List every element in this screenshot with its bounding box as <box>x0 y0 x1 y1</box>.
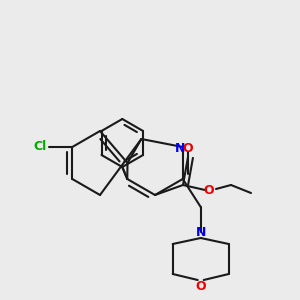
Text: N: N <box>175 142 185 155</box>
Text: O: O <box>183 142 193 155</box>
Text: O: O <box>204 184 214 196</box>
Text: Cl: Cl <box>34 140 47 154</box>
Text: O: O <box>195 280 206 292</box>
Text: N: N <box>196 226 206 238</box>
